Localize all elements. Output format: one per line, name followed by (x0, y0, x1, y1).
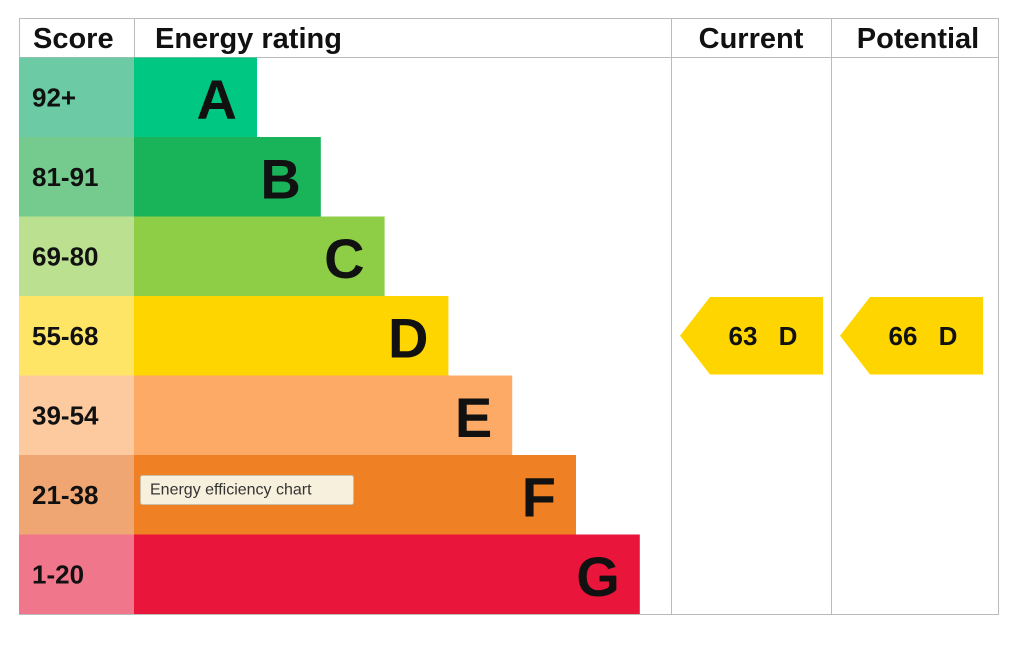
score-cell (19, 296, 134, 376)
rating-letter: F (522, 465, 556, 528)
rating-bar (134, 216, 385, 296)
rating-letter: A (197, 68, 237, 131)
arrow-score: 66 (889, 321, 918, 351)
tooltip-text: Energy efficiency chart (150, 482, 312, 499)
score-label: 92+ (32, 82, 76, 112)
score-cell (19, 534, 134, 614)
header-potential: Potential (857, 23, 979, 55)
rating-letter: G (576, 545, 620, 608)
arrow-score: 63 (729, 321, 758, 351)
rating-letter: E (455, 386, 492, 449)
rating-letter: B (260, 147, 300, 210)
score-cell (19, 137, 134, 217)
header-score: Score (33, 23, 114, 55)
rating-letter: D (388, 306, 428, 369)
score-label: 81-91 (32, 162, 99, 192)
score-label: 21-38 (32, 480, 99, 510)
arrow-letter: D (939, 321, 958, 351)
score-label: 69-80 (32, 241, 99, 271)
score-label: 39-54 (32, 400, 99, 430)
arrow-letter: D (779, 321, 798, 351)
tooltip-box (140, 475, 354, 505)
score-cell (19, 57, 134, 137)
score-label: 55-68 (32, 321, 99, 351)
score-label: 1-20 (32, 559, 84, 589)
score-cell (19, 216, 134, 296)
score-cell (19, 375, 134, 455)
rating-bar (134, 57, 257, 137)
header-rating: Energy rating (155, 23, 342, 55)
rating-arrow (840, 297, 983, 375)
rating-bar (134, 375, 513, 455)
rating-bar (134, 137, 321, 217)
rating-bar (134, 534, 640, 614)
rating-letter: C (324, 227, 364, 290)
rating-arrow (680, 297, 823, 375)
score-cell (19, 455, 134, 535)
header-current: Current (699, 23, 804, 55)
rating-bar (134, 296, 449, 376)
